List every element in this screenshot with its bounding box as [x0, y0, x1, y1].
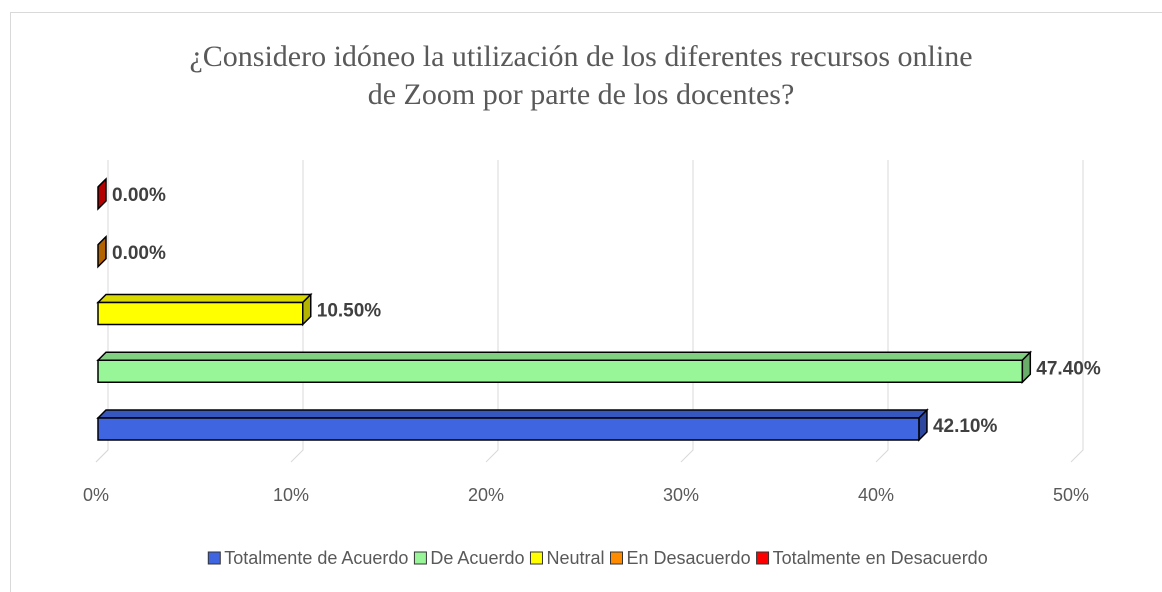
grid-line — [1070, 160, 1084, 463]
grid-line — [485, 160, 499, 463]
x-tick-label: 50% — [1053, 485, 1089, 505]
bar-side — [97, 177, 107, 211]
data-label: 47.40% — [1036, 358, 1101, 379]
legend-swatch — [413, 551, 427, 565]
bar-front — [97, 417, 920, 441]
grid-line — [95, 160, 109, 463]
bar-top — [96, 409, 929, 419]
x-tick-label: 30% — [663, 485, 699, 505]
legend-label: En Desacuerdo — [627, 548, 751, 568]
bar — [97, 177, 107, 211]
legend-swatch — [610, 551, 623, 565]
bar — [96, 350, 1033, 385]
bar-front — [97, 301, 304, 326]
legend-label: De Acuerdo — [430, 548, 524, 568]
bar — [96, 292, 313, 327]
legend-label: Neutral — [546, 548, 604, 568]
x-tick-label: 20% — [468, 485, 504, 505]
bar-side — [97, 234, 107, 269]
bar — [96, 408, 929, 442]
grid-line — [680, 160, 694, 463]
legend-label: Totalmente de Acuerdo — [224, 548, 408, 568]
grid-line — [875, 160, 889, 463]
legend-swatch — [756, 551, 770, 565]
legend-swatch — [529, 551, 543, 565]
bar-top — [96, 351, 1033, 361]
x-tick-label: 0% — [83, 485, 109, 505]
bar-top — [96, 293, 313, 304]
x-tick-label: 10% — [273, 485, 309, 505]
data-label: 0.00% — [112, 243, 166, 264]
x-tick-label: 40% — [858, 485, 894, 505]
data-label: 0.00% — [112, 185, 166, 206]
bar — [97, 234, 107, 269]
grid-line — [290, 160, 304, 463]
legend-swatch — [207, 551, 221, 565]
data-label: 10.50% — [317, 301, 382, 322]
chart-title: ¿Considero idóneo la utilización de los … — [189, 40, 973, 111]
legend-label: Totalmente en Desacuerdo — [773, 548, 988, 568]
data-label: 42.10% — [933, 416, 998, 437]
bar-front — [97, 359, 1024, 383]
